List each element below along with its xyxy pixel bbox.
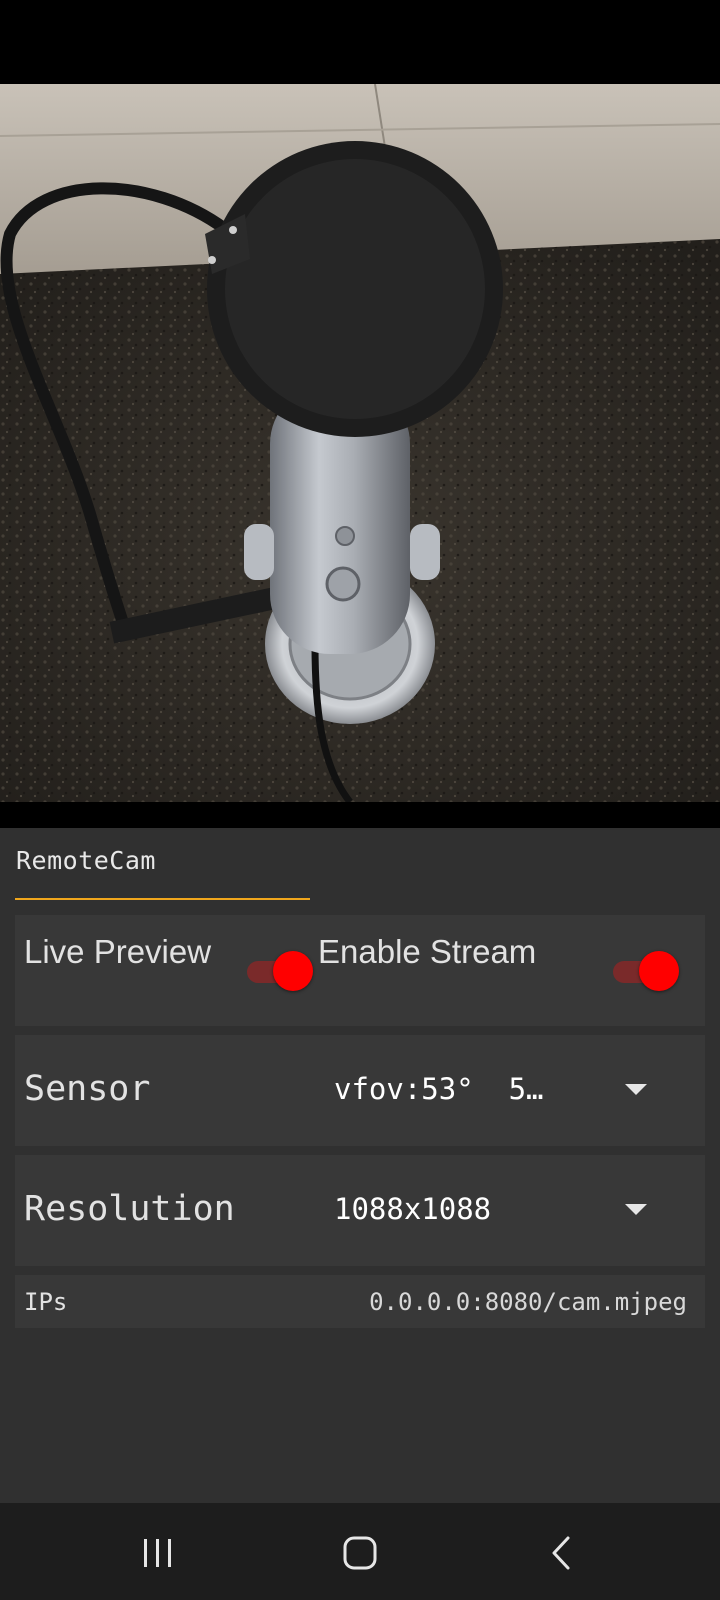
- ips-label: IPs: [24, 1288, 68, 1316]
- live-preview-label: Live Preview: [24, 933, 212, 970]
- status-bar: [0, 0, 720, 84]
- switches-card: Live Preview Enable Stream: [15, 915, 705, 1026]
- sensor-dropdown-arrow-icon[interactable]: [625, 1084, 647, 1095]
- camera-preview: [0, 84, 720, 802]
- recents-icon[interactable]: [136, 1531, 180, 1575]
- home-icon[interactable]: [338, 1531, 382, 1575]
- resolution-label: Resolution: [24, 1189, 235, 1229]
- tab-indicator: [15, 898, 310, 900]
- ips-row: IPs 0.0.0.0:8080/cam.mjpeg: [15, 1275, 705, 1328]
- back-icon[interactable]: [540, 1531, 584, 1575]
- enable-stream-switch-thumb: [639, 951, 679, 991]
- ips-value: 0.0.0.0:8080/cam.mjpeg: [369, 1288, 687, 1316]
- enable-stream-label: Enable Stream: [318, 933, 537, 970]
- sensor-select-value[interactable]: vfov:53° 5…: [334, 1072, 544, 1106]
- navigation-bar: [0, 1503, 720, 1600]
- sensor-label: Sensor: [24, 1069, 151, 1109]
- live-preview-switch-thumb: [273, 951, 313, 991]
- resolution-row: Resolution 1088x1088: [15, 1155, 705, 1266]
- enable-stream-switch[interactable]: [613, 951, 679, 991]
- resolution-select-value[interactable]: 1088x1088: [334, 1192, 492, 1226]
- camera-preview-image: [0, 84, 720, 802]
- tab-remotecam[interactable]: RemoteCam: [16, 846, 156, 875]
- live-preview-switch[interactable]: [247, 951, 313, 991]
- sensor-row: Sensor vfov:53° 5…: [15, 1035, 705, 1146]
- preview-bottom-bar: [0, 802, 720, 828]
- resolution-dropdown-arrow-icon[interactable]: [625, 1204, 647, 1215]
- settings-panel: RemoteCam Live Preview Enable Stream Sen…: [0, 828, 720, 1503]
